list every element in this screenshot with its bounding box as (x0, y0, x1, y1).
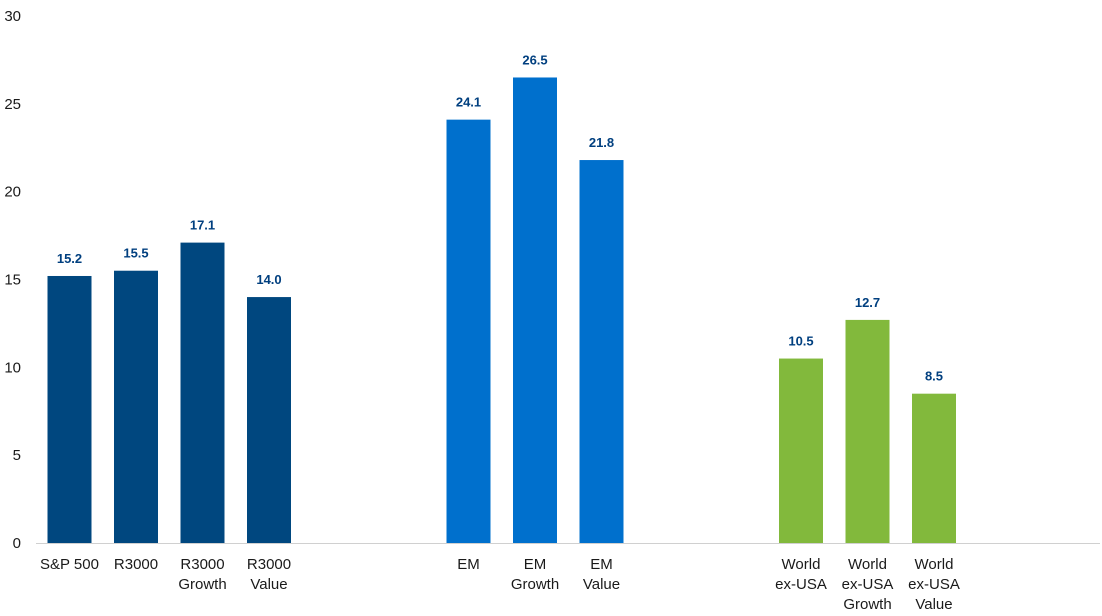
category-label: Value (915, 596, 952, 613)
y-tick-label: 30 (4, 8, 21, 25)
category-label: S&P 500 (40, 556, 99, 573)
category-label: Value (583, 576, 620, 593)
bar (114, 270, 158, 543)
category-label: Value (250, 576, 287, 593)
category-label: EM (457, 556, 480, 573)
y-tick-label: 25 (4, 96, 21, 113)
category-label: Growth (843, 596, 891, 613)
data-label: 15.5 (123, 246, 148, 261)
category-label: World (782, 556, 821, 573)
bar (779, 358, 823, 543)
category-label: R3000 (114, 556, 158, 573)
bar (845, 319, 890, 543)
data-label: 24.1 (456, 95, 481, 110)
bar (446, 119, 491, 543)
category-label: ex-USA (908, 576, 960, 593)
bar (579, 160, 624, 543)
category-label: ex-USA (842, 576, 894, 593)
bar (47, 275, 92, 543)
data-label: 26.5 (522, 52, 547, 67)
data-label: 14.0 (256, 272, 281, 287)
category-label: World (848, 556, 887, 573)
y-tick-label: 20 (4, 184, 21, 201)
bar (180, 242, 225, 544)
data-label: 15.2 (57, 251, 82, 266)
category-label: ex-USA (775, 576, 827, 593)
category-label: Growth (178, 576, 226, 593)
bar (513, 77, 557, 543)
y-tick-label: 5 (13, 447, 21, 464)
category-label: R3000 (180, 556, 224, 573)
data-label: 8.5 (925, 369, 943, 384)
data-label: 10.5 (788, 334, 813, 349)
category-label: EM (524, 556, 547, 573)
category-label: World (915, 556, 954, 573)
data-label: 21.8 (589, 135, 614, 150)
category-label: Growth (511, 576, 559, 593)
y-tick-label: 0 (13, 535, 21, 552)
bar (912, 393, 956, 543)
y-tick-label: 10 (4, 359, 21, 376)
bar (247, 297, 291, 543)
data-label: 17.1 (190, 218, 215, 233)
category-label: EM (590, 556, 613, 573)
y-tick-label: 15 (4, 272, 21, 289)
category-label: R3000 (247, 556, 291, 573)
data-label: 12.7 (855, 295, 880, 310)
